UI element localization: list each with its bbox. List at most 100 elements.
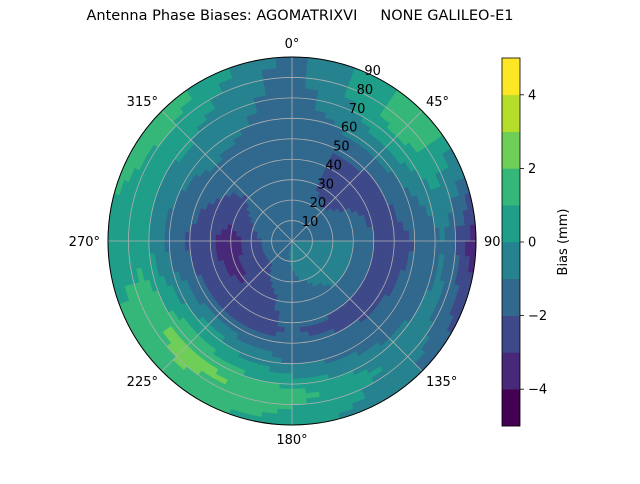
field-cell — [289, 205, 292, 210]
field-cell — [190, 232, 195, 241]
field-cell — [424, 241, 430, 253]
field-cell — [169, 230, 175, 241]
colorbar-level — [502, 95, 520, 132]
field-cell — [424, 229, 430, 241]
field-cell — [280, 378, 292, 384]
field-cell — [280, 98, 292, 104]
field-cell — [149, 229, 155, 241]
colorbar-tick-label: 2 — [528, 162, 536, 177]
field-cell — [292, 149, 300, 154]
colorbar-level — [502, 58, 520, 95]
field-cell — [292, 307, 298, 312]
field-cell — [296, 291, 301, 297]
field-cell — [241, 241, 246, 245]
field-cell — [292, 333, 300, 338]
field-cell — [389, 241, 394, 250]
field-cell — [337, 232, 343, 237]
field-cell — [280, 108, 292, 114]
field-cell — [292, 129, 302, 135]
field-cell — [118, 241, 124, 256]
field-cell — [358, 241, 363, 247]
field-cell — [450, 227, 456, 241]
field-cell — [286, 169, 292, 174]
field-cell — [284, 144, 292, 149]
field-cell — [282, 348, 292, 354]
field-cell — [338, 237, 343, 241]
field-cell — [323, 238, 328, 241]
field-cell — [286, 175, 292, 180]
field-cell — [215, 234, 220, 241]
field-cell — [373, 241, 378, 249]
field-cell — [292, 322, 300, 327]
radial-tick-label: 80 — [357, 83, 374, 98]
field-cell — [292, 103, 304, 109]
field-cell — [149, 241, 155, 253]
field-cell — [282, 353, 292, 359]
angular-tick-label: 135° — [426, 375, 457, 390]
field-cell — [278, 83, 292, 89]
radial-tick-label: 70 — [349, 102, 366, 117]
angular-tick-label: 270° — [69, 235, 100, 250]
field-cell — [292, 358, 303, 364]
field-cell — [429, 229, 435, 241]
field-cell — [292, 353, 302, 359]
field-cell — [292, 83, 306, 89]
field-cell — [283, 190, 288, 196]
field-cell — [279, 88, 292, 94]
field-cell — [292, 297, 297, 302]
field-cell — [174, 241, 180, 251]
angular-tick-label: 225° — [127, 375, 158, 390]
field-cell — [285, 164, 292, 169]
field-cell — [429, 241, 435, 253]
field-cell — [280, 373, 292, 379]
field-cell — [394, 232, 400, 241]
field-cell — [180, 231, 186, 241]
field-cell — [317, 238, 322, 241]
field-cell — [399, 241, 405, 251]
field-cell — [180, 241, 186, 251]
colorbar-tick-label: −4 — [528, 383, 547, 398]
field-cell — [282, 129, 292, 135]
field-cell — [283, 134, 292, 140]
field-cell — [389, 232, 394, 241]
field-cell — [282, 123, 292, 129]
field-cell — [292, 389, 305, 395]
chart-title: Antenna Phase Biases: AGOMATRIXVI NONE G… — [0, 8, 600, 24]
colorbar-tick-label: −2 — [528, 309, 547, 324]
field-cell — [159, 241, 165, 253]
colorbar-label: Bias (mm) — [556, 209, 571, 276]
field-cell — [278, 394, 292, 400]
field-cell — [139, 228, 145, 241]
field-cell — [287, 185, 292, 190]
field-cell — [285, 317, 292, 322]
field-cell — [292, 338, 301, 343]
field-cell — [284, 154, 292, 159]
field-cell — [368, 241, 373, 248]
field-cell — [358, 235, 363, 241]
field-cell — [348, 236, 353, 241]
field-cell — [292, 399, 306, 405]
field-cell — [287, 180, 292, 185]
field-cell — [200, 233, 205, 241]
radial-tick-label: 40 — [325, 158, 342, 173]
field-cell — [292, 373, 304, 379]
field-cell — [287, 297, 292, 302]
field-cell — [333, 237, 338, 241]
field-cell — [292, 108, 304, 114]
field-cell — [226, 241, 231, 247]
field-cell — [292, 159, 299, 164]
field-cell — [292, 302, 298, 307]
field-cell — [283, 338, 292, 343]
field-cell — [195, 241, 200, 249]
radial-tick-label: 50 — [333, 140, 350, 155]
field-cell — [282, 185, 287, 191]
field-cell — [292, 272, 295, 277]
field-cell — [174, 231, 180, 241]
field-cell — [231, 236, 236, 241]
field-cell — [292, 180, 297, 185]
field-cell — [256, 241, 261, 244]
field-cell — [292, 292, 297, 297]
field-cell — [399, 231, 405, 241]
